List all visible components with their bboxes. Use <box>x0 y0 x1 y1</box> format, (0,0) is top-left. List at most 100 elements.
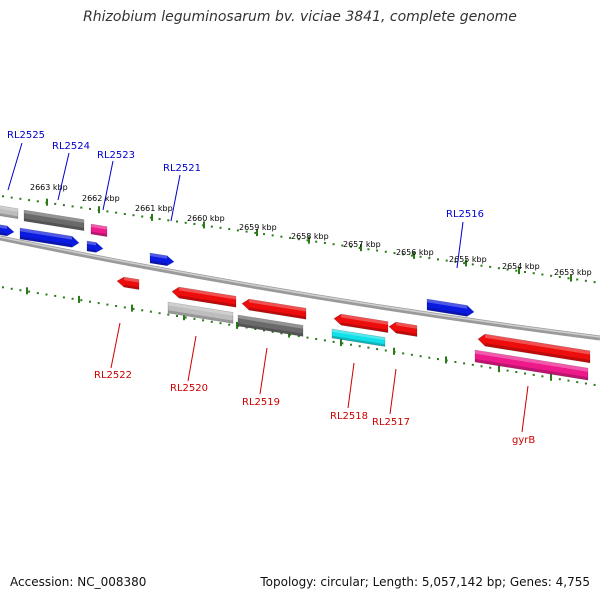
tick-dot <box>71 297 74 300</box>
tick-dot <box>471 363 474 366</box>
gene-feature-rl2518-highlight <box>341 314 388 325</box>
gene-feature-rl2518-lower[interactable] <box>331 328 386 347</box>
gene-feature-rl2523-lower-shape <box>86 240 104 253</box>
tick-dot <box>367 346 370 349</box>
gene-feature-rl2520-lower-shape <box>167 301 234 324</box>
tick-dot <box>576 278 579 281</box>
leader-line <box>57 152 70 201</box>
gene-label-rl2520[interactable]: RL2520 <box>170 383 208 394</box>
gene-label-rl2525[interactable]: RL2525 <box>7 130 45 141</box>
tick-label: 2657 kbp <box>343 240 381 249</box>
tick-mark <box>46 198 48 206</box>
tick-mark <box>465 259 467 267</box>
gene-feature-gyrb[interactable] <box>477 333 591 364</box>
gene-label-gyrb[interactable]: gyrB <box>512 435 535 446</box>
tick-dot <box>106 210 109 213</box>
tick-dot <box>271 234 274 237</box>
gene-feature-rl2522-highlight <box>124 277 139 283</box>
tick-dot <box>410 254 413 257</box>
tick-dot <box>62 204 65 207</box>
tick-mark <box>26 287 28 295</box>
tick-dot <box>402 253 405 256</box>
tick-dot <box>202 319 205 322</box>
tick-dot <box>419 355 422 358</box>
tick-label: 2660 kbp <box>187 214 225 223</box>
gene-feature-rl2519-highlight <box>249 299 306 312</box>
gene-feature-gyrb-lower-shade <box>475 359 588 381</box>
gene-feature-rl2518-shape <box>333 313 389 333</box>
gene-feature-rl2520[interactable] <box>171 286 237 308</box>
gene-feature-rl2523-shade <box>91 231 107 237</box>
tick-dot <box>54 202 57 205</box>
gene-feature-rl2517-highlight <box>396 322 417 329</box>
gene-feature-rl2525-shape <box>0 224 15 237</box>
gene-feature-gyrb-lower-shape <box>474 349 589 381</box>
gene-feature-rl2521[interactable] <box>149 252 175 267</box>
gene-feature-rl2521-shade <box>150 260 167 266</box>
gene-feature-rl2520-lower[interactable] <box>167 301 234 324</box>
gene-feature-rl2519-lower[interactable] <box>237 314 304 337</box>
tick-dot <box>123 213 126 215</box>
gene-feature-rl2519[interactable] <box>241 298 307 320</box>
tick-dot <box>524 372 526 375</box>
gene-feature-rl2525-upper-highlight <box>0 205 18 212</box>
gene-feature-rl2517-shape <box>388 321 418 337</box>
gene-feature-rl2516[interactable] <box>426 298 475 317</box>
label-leaders <box>7 142 529 433</box>
tick-dot <box>384 250 387 253</box>
tick-dot <box>28 199 31 202</box>
gene-feature-rl2522-shade <box>124 284 139 290</box>
genome-summary-text: Topology: circular; Length: 5,057,142 bp… <box>260 575 590 589</box>
gene-feature-rl2517[interactable] <box>388 321 418 337</box>
tick-dot <box>532 373 535 376</box>
tick-labels: 2663 kbp 2662 kbp 2661 kbp 2660 kbp 2659… <box>30 183 592 277</box>
gene-label-rl2524[interactable]: RL2524 <box>52 141 90 152</box>
tick-dot <box>358 247 361 249</box>
gene-feature-rl2518[interactable] <box>333 313 389 333</box>
gene-feature-gyrb-shade <box>485 343 590 363</box>
tick-dot <box>315 338 318 340</box>
tick-dot <box>149 216 152 219</box>
tick-dot <box>219 226 222 229</box>
tick-dot <box>19 197 22 200</box>
tick-dot <box>541 375 544 378</box>
gene-feature-rl2525[interactable] <box>0 224 15 237</box>
gene-feature-rl2518-lower-shape <box>331 328 386 347</box>
gene-feature-gyrb-lower[interactable] <box>474 349 589 381</box>
gene-label-rl2522[interactable]: RL2522 <box>94 370 132 381</box>
gene-feature-rl2525-highlight <box>0 224 7 229</box>
gene-label-rl2517[interactable]: RL2517 <box>372 417 410 428</box>
gene-label-rl2523[interactable]: RL2523 <box>97 150 135 161</box>
tick-dot <box>437 358 439 361</box>
gene-label-rl2516[interactable]: RL2516 <box>446 209 484 220</box>
gene-feature-rl2524[interactable] <box>23 209 85 231</box>
leader-line <box>521 385 529 433</box>
tick-dot <box>480 365 483 368</box>
gene-feature-gyrb-lower-highlight <box>475 350 588 372</box>
gene-feature-rl2524-shape <box>23 209 85 231</box>
gene-label-rl2518[interactable]: RL2518 <box>330 411 368 422</box>
leader-line <box>102 160 114 211</box>
gene-feature-rl2524-lower[interactable] <box>19 227 80 248</box>
gene-feature-rl2523-lower[interactable] <box>86 240 104 253</box>
tick-dot <box>228 228 231 231</box>
gene-label-rl2519[interactable]: RL2519 <box>242 397 280 408</box>
tick-dot <box>236 229 239 232</box>
gene-feature-rl2522[interactable] <box>116 276 140 290</box>
tick-dot <box>10 196 13 199</box>
tick-dot <box>210 320 213 323</box>
tick-dot <box>19 289 22 292</box>
tick-dot <box>28 290 31 293</box>
gene-feature-rl2525-upper[interactable] <box>0 205 19 220</box>
gene-feature-rl2519-lower-highlight <box>238 315 303 329</box>
tick-dot <box>10 287 13 290</box>
gene-feature-rl2523[interactable] <box>90 223 108 237</box>
tick-dot <box>402 352 405 355</box>
gene-label-rl2521[interactable]: RL2521 <box>163 163 201 174</box>
tick-dot <box>219 322 222 325</box>
tick-dot <box>2 286 4 289</box>
tick-dot <box>463 262 466 265</box>
tick-dot <box>567 379 570 382</box>
tick-dot <box>210 225 213 228</box>
gene-feature-rl2523-lower-shade <box>87 248 96 253</box>
